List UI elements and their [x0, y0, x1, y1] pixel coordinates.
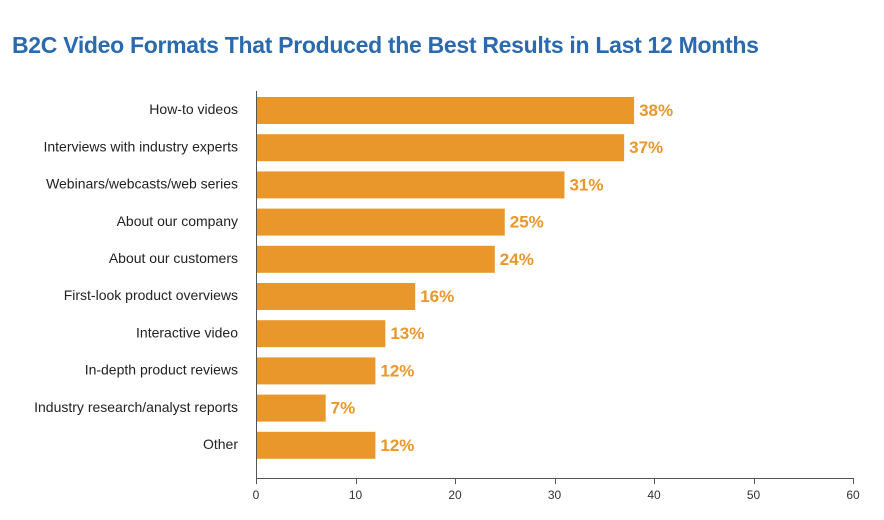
bar [256, 283, 416, 310]
chart-title: B2C Video Formats That Produced the Best… [12, 32, 759, 58]
x-tick-label: 0 [253, 488, 260, 502]
value-labels-group: 38% 37% 31% 25% 24% 16% 13% 12% 7% 12% [331, 101, 673, 455]
category-label: How-to videos [149, 101, 238, 117]
category-label: Interviews with industry experts [43, 138, 238, 154]
value-label: 12% [380, 361, 414, 380]
bar [256, 357, 376, 385]
category-label: About our customers [109, 250, 238, 266]
value-label: 38% [639, 101, 673, 120]
category-label: Industry research/analyst reports [34, 399, 238, 415]
bar [256, 171, 565, 199]
category-labels-group: How-to videos Interviews with industry ex… [34, 101, 238, 452]
x-tick-label: 30 [548, 488, 562, 502]
category-label: Interactive video [136, 324, 238, 340]
value-label: 12% [380, 436, 414, 455]
x-tick-label: 50 [747, 488, 761, 502]
x-axis: 0 10 20 30 40 50 60 [253, 91, 860, 502]
value-label: 25% [510, 213, 544, 232]
value-label: 16% [420, 287, 454, 306]
bars-group [256, 97, 635, 459]
value-label: 37% [629, 138, 663, 157]
bar [256, 97, 635, 124]
value-label: 13% [390, 324, 424, 343]
bar [256, 245, 495, 273]
bar [256, 134, 625, 162]
x-tick-label: 60 [846, 488, 860, 502]
value-label: 7% [331, 399, 356, 418]
category-label: About our company [117, 213, 238, 229]
bar [256, 431, 376, 459]
x-tick-label: 10 [349, 488, 363, 502]
category-label: In-depth product reviews [85, 362, 238, 378]
category-label: Other [203, 436, 238, 452]
value-label: 31% [569, 175, 603, 194]
category-label: Webinars/webcasts/web series [46, 176, 238, 192]
x-tick-label: 20 [448, 488, 462, 502]
bar [256, 394, 326, 422]
value-label: 24% [500, 250, 534, 269]
bar [256, 208, 505, 236]
category-label: First-look product overviews [64, 287, 238, 303]
bar [256, 320, 386, 348]
x-tick-label: 40 [647, 488, 661, 502]
